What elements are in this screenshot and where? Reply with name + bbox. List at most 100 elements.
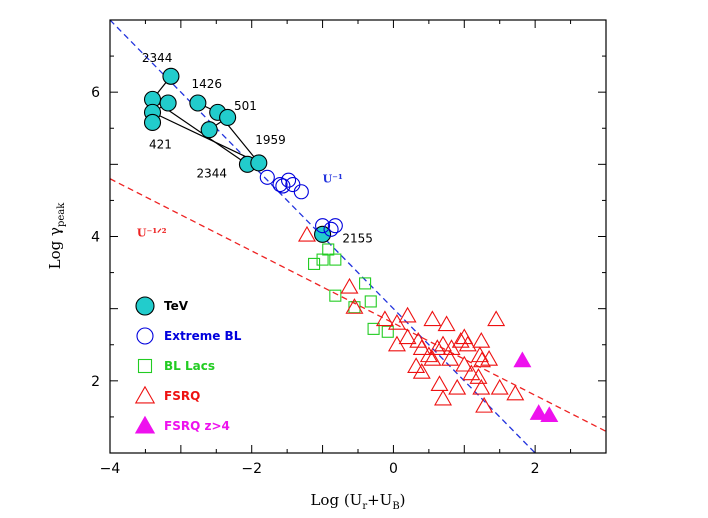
point-bl-lacs: [381, 325, 394, 338]
point-bl-lacs: [364, 295, 377, 308]
legend-item-fsrq-z-4: FSRQ z>4: [134, 415, 230, 434]
point-fsrq: [458, 335, 477, 352]
point-fsrq: [345, 298, 364, 314]
point-fsrq-z-4: [529, 404, 548, 420]
annotation-label: 1959: [255, 133, 286, 147]
point-fsrq: [423, 350, 442, 366]
point-fsrq: [441, 350, 460, 366]
fit-line-u-inv-sqrt: [110, 178, 606, 432]
annotation-label: 501: [234, 99, 257, 113]
point-bl-lacs: [316, 253, 329, 266]
line-labels: U⁻¹ U⁻¹ᐟ²: [137, 172, 343, 239]
point-tev: [162, 67, 180, 85]
point-extreme-bl: [285, 176, 301, 193]
axis-ticks: −4 −2 0 2 2 4 6: [91, 19, 607, 477]
legend-marker: [136, 327, 154, 345]
point-fsrq-z-4: [513, 351, 532, 368]
legend-item-bl-lacs: BL Lacs: [137, 358, 215, 374]
y-tick-label: 2: [91, 374, 100, 390]
point-extreme-bl: [272, 176, 288, 193]
point-tev: [314, 225, 332, 243]
legend-item-fsrq: FSRQ: [134, 385, 200, 404]
point-fsrq: [428, 339, 447, 355]
series-bl-lacs: [308, 243, 394, 338]
point-extreme-bl: [281, 172, 297, 188]
point-tev: [219, 108, 237, 126]
y-axis-title: Log γpeak: [46, 202, 67, 270]
annotation-label: 1426: [191, 77, 222, 91]
point-fsrq: [412, 339, 431, 355]
point-fsrq: [462, 364, 481, 381]
legend-label: Extreme BL: [164, 329, 242, 343]
point-fsrq: [407, 357, 426, 373]
point-extreme-bl: [275, 178, 291, 194]
point-fsrq: [490, 378, 509, 395]
legend: TeV Extreme BL BL Lacs FSRQ FSRQ z>4: [134, 296, 242, 434]
x-tick-label: −2: [241, 461, 262, 477]
point-fsrq: [455, 355, 474, 372]
point-fsrq-z-4: [540, 406, 559, 423]
point-fsrq: [506, 384, 525, 401]
point-bl-lacs: [329, 253, 342, 266]
legend-item-extreme-bl: Extreme BL: [136, 327, 242, 345]
point-tev: [250, 154, 268, 172]
x-tick-label: 2: [531, 461, 540, 477]
point-fsrq: [340, 277, 359, 294]
point-fsrq: [434, 389, 453, 406]
point-fsrq: [398, 328, 417, 345]
fit-lines: [110, 20, 606, 453]
point-fsrq: [475, 396, 494, 413]
x-tick-label: 0: [389, 461, 398, 477]
series-tev: [143, 67, 332, 243]
point-fsrq: [437, 315, 456, 332]
point-fsrq: [412, 363, 431, 379]
legend-label: FSRQ z>4: [164, 419, 230, 433]
point-fsrq: [398, 306, 417, 323]
point-fsrq: [469, 368, 488, 384]
line-label-u-inv: U⁻¹: [323, 172, 343, 185]
point-extreme-bl: [327, 218, 343, 234]
point-fsrq: [480, 350, 499, 366]
point-bl-lacs: [329, 289, 342, 302]
point-extreme-bl: [293, 184, 309, 200]
series-fsrq-z-4: [513, 351, 559, 423]
point-fsrq: [451, 331, 470, 348]
point-tev: [159, 94, 177, 112]
series-fsrq: [297, 225, 525, 413]
x-tick-label: −4: [100, 461, 121, 477]
point-bl-lacs: [359, 277, 372, 290]
point-fsrq: [472, 378, 491, 395]
annotations: 2344 1426 501 421 1959 2344 2155: [142, 51, 373, 245]
point-fsrq: [473, 351, 491, 368]
point-fsrq: [423, 310, 442, 327]
legend-label: TeV: [164, 299, 189, 313]
point-extreme-bl: [323, 221, 339, 237]
legend-label: BL Lacs: [164, 359, 215, 373]
point-fsrq: [297, 225, 316, 242]
legend-marker: [134, 415, 156, 434]
fit-line-u-inv: [110, 20, 537, 453]
point-extreme-bl: [315, 218, 331, 234]
annotation-label: 2344: [196, 166, 227, 180]
point-fsrq: [448, 378, 467, 395]
legend-item-tev: TeV: [135, 296, 189, 316]
point-fsrq: [430, 375, 449, 392]
series-extreme-bl: [259, 169, 343, 237]
point-fsrq: [375, 310, 394, 327]
legend-marker: [135, 296, 155, 316]
annotation-label: 2344: [142, 51, 173, 65]
y-tick-label: 6: [91, 85, 100, 101]
point-fsrq: [487, 310, 506, 327]
data-points: [143, 67, 559, 423]
point-fsrq: [472, 331, 491, 348]
legend-marker: [134, 385, 156, 404]
legend-label: FSRQ: [164, 389, 200, 403]
tev-connector-line: [152, 111, 260, 164]
point-tev: [143, 113, 162, 132]
annotation-label: 421: [149, 137, 172, 151]
x-axis-title: Log (Ur+UB): [310, 491, 405, 512]
line-label-u-inv-sqrt: U⁻¹ᐟ²: [137, 227, 167, 240]
y-tick-label: 4: [91, 230, 100, 246]
point-tev: [189, 94, 207, 112]
